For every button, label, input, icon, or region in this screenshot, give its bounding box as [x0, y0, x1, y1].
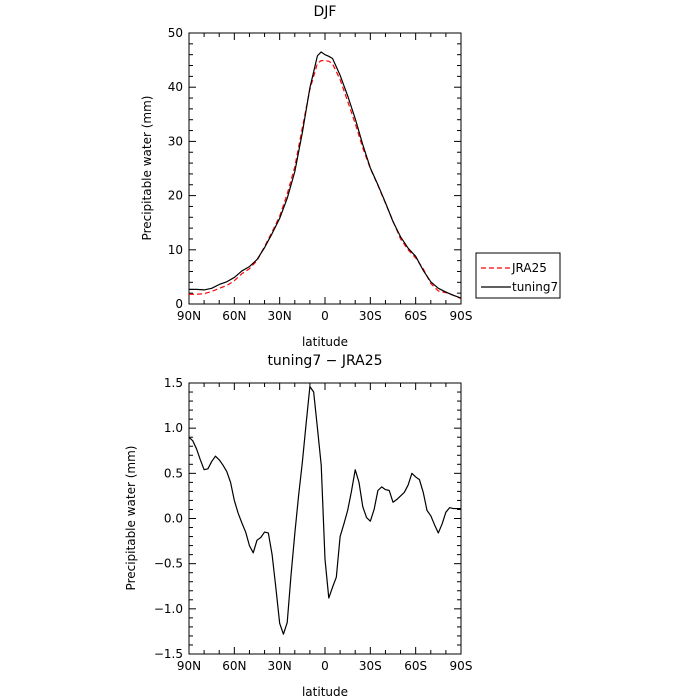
x-tick-label: 30S [359, 659, 382, 673]
y-tick-label: 30 [168, 134, 183, 148]
y-tick-label: 0.5 [164, 466, 183, 480]
x-tick-label: 0 [321, 659, 329, 673]
y-tick-label: 20 [168, 189, 183, 203]
plot-frame [188, 32, 462, 305]
x-tick-label: 90N [177, 659, 201, 673]
legend-label-tuning7: tuning7 [512, 280, 558, 294]
y-tick-label: −1.0 [154, 602, 183, 616]
x-tick-label: 30S [359, 309, 382, 323]
plot-frame [188, 382, 462, 655]
y-tick-label: 10 [168, 243, 183, 257]
legend-box [475, 252, 561, 299]
djf-panel: DJF Precipitable water (mm) latitude 0 10… [140, 4, 472, 349]
x-tick-label: 90N [177, 309, 201, 323]
x-tick-label: 30N [268, 309, 292, 323]
x-tick-label: 60S [404, 659, 427, 673]
x-tick-label: 60N [222, 659, 246, 673]
y-tick-label: 40 [168, 80, 183, 94]
y-tick-label: 1.0 [164, 421, 183, 435]
y-axis-label: Precipitable water (mm) [124, 446, 138, 591]
legend-label-jra25: JRA25 [511, 261, 547, 275]
y-tick-label: 0.0 [164, 512, 183, 526]
difference-panel: tuning7 − JRA25 Precipitable water (mm) … [124, 353, 472, 699]
chart-title: tuning7 − JRA25 [267, 353, 382, 369]
x-tick-label: 0 [321, 309, 329, 323]
x-tick-label: 60S [404, 309, 427, 323]
x-axis-label: latitude [302, 685, 348, 699]
x-tick-label: 90S [450, 309, 473, 323]
y-axis-label: Precipitable water (mm) [140, 96, 154, 241]
x-tick-label: 30N [268, 659, 292, 673]
y-tick-label: 1.5 [164, 376, 183, 390]
x-tick-label: 90S [450, 659, 473, 673]
y-tick-label: −0.5 [154, 557, 183, 571]
x-tick-label: 60N [222, 309, 246, 323]
legend: JRA25 tuning7 [475, 252, 561, 299]
series-line-difference [188, 386, 461, 635]
series-line-tuning7 [189, 51, 462, 299]
y-tick-label: 0 [175, 297, 183, 311]
y-tick-label: 50 [168, 26, 183, 40]
y-tick-label: −1.5 [154, 647, 183, 661]
x-axis-label: latitude [302, 335, 348, 349]
chart-title: DJF [314, 4, 337, 20]
series-line-jra25 [189, 60, 462, 300]
